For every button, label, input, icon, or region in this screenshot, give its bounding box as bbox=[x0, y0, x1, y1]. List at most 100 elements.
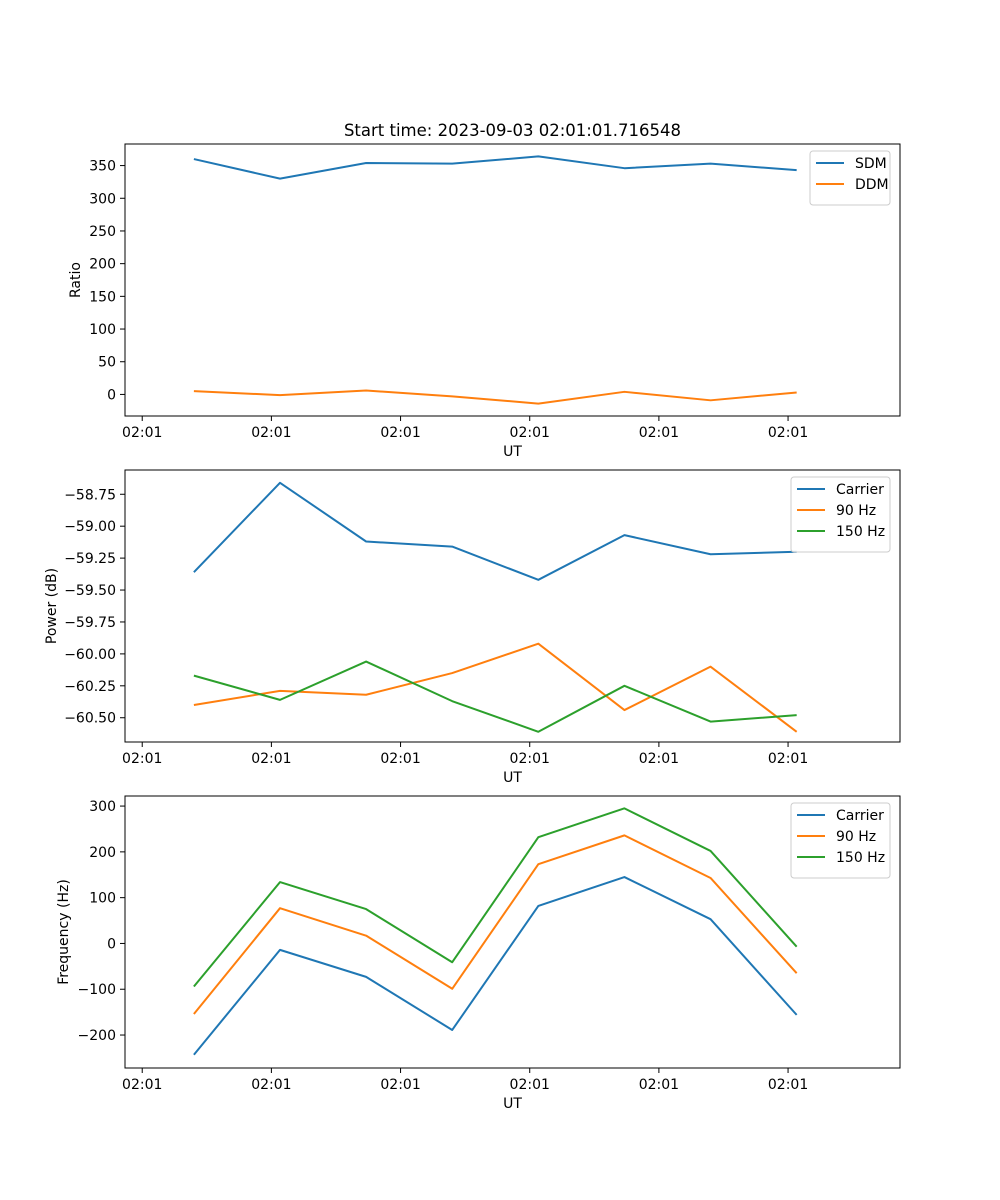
y-tick-label: 300 bbox=[89, 191, 116, 207]
plot-frame bbox=[124, 795, 901, 1069]
data-point bbox=[710, 918, 712, 920]
series-line-ddm bbox=[193, 389, 797, 405]
data-point bbox=[537, 155, 539, 157]
data-point bbox=[279, 394, 281, 396]
data-point bbox=[451, 163, 453, 165]
x-axis-label: UT bbox=[503, 770, 522, 786]
x-tick-label: 02:01 bbox=[639, 1077, 679, 1093]
legend-label: Carrier bbox=[836, 808, 884, 824]
y-tick-label: 100 bbox=[89, 322, 116, 338]
y-tick-label: −60.00 bbox=[64, 647, 116, 663]
legend-box bbox=[790, 476, 891, 553]
y-tick-label: 50 bbox=[98, 355, 116, 371]
y-tick-label: −58.75 bbox=[64, 487, 116, 503]
y-tick-label: 0 bbox=[107, 387, 116, 403]
x-axis-label: UT bbox=[503, 1096, 522, 1112]
data-point bbox=[193, 158, 195, 160]
plot-frame bbox=[124, 469, 901, 743]
data-point bbox=[451, 672, 453, 674]
x-tick-label: 02:01 bbox=[639, 425, 679, 441]
y-tick-label: −59.50 bbox=[64, 583, 116, 599]
legend-label: 90 Hz bbox=[836, 503, 876, 519]
legend-label: DDM bbox=[855, 177, 889, 193]
data-point bbox=[279, 949, 281, 951]
data-point bbox=[623, 391, 625, 393]
data-point bbox=[710, 163, 712, 165]
series-line-90-hz bbox=[193, 834, 798, 1015]
y-tick-label: 150 bbox=[89, 289, 116, 305]
y-tick-label: −59.25 bbox=[64, 551, 116, 567]
data-point bbox=[451, 988, 453, 990]
x-tick-label: 02:01 bbox=[122, 1077, 162, 1093]
data-point bbox=[193, 675, 195, 677]
legend-label: 90 Hz bbox=[836, 829, 876, 845]
y-axis-label: Power (dB) bbox=[44, 568, 60, 644]
series-line-150-hz bbox=[193, 807, 798, 988]
data-point bbox=[365, 908, 367, 910]
data-point bbox=[710, 666, 712, 668]
chart-title: Start time: 2023-09-03 02:01:01.716548 bbox=[344, 121, 681, 140]
data-point bbox=[451, 395, 453, 397]
y-tick-label: 100 bbox=[89, 891, 116, 907]
data-point bbox=[279, 690, 281, 692]
y-tick-label: 200 bbox=[89, 257, 116, 273]
data-point bbox=[365, 976, 367, 978]
legend: SDM DDM bbox=[809, 150, 891, 206]
legend-label: 150 Hz bbox=[836, 850, 885, 866]
data-point bbox=[623, 534, 625, 536]
x-tick-label: 02:01 bbox=[380, 1077, 420, 1093]
legend-box bbox=[809, 150, 891, 206]
data-point bbox=[537, 836, 539, 838]
data-point bbox=[623, 876, 625, 878]
data-point bbox=[365, 541, 367, 543]
data-point bbox=[537, 579, 539, 581]
data-point bbox=[193, 1013, 195, 1015]
x-tick-label: 02:01 bbox=[510, 751, 550, 767]
legend-label: Carrier bbox=[836, 482, 884, 498]
legend: Carrier 90 Hz 150 Hz bbox=[790, 476, 891, 553]
data-point bbox=[710, 399, 712, 401]
y-tick-label: 0 bbox=[107, 936, 116, 952]
x-tick-label: 02:01 bbox=[251, 1077, 291, 1093]
y-tick-label: 200 bbox=[89, 845, 116, 861]
data-point bbox=[796, 946, 798, 948]
y-tick-label: −100 bbox=[78, 982, 116, 998]
data-point bbox=[365, 162, 367, 164]
legend-label: 150 Hz bbox=[836, 524, 885, 540]
data-point bbox=[193, 390, 195, 392]
chart-panel-3: 02:01 02:01 02:01 02:01 02:01 02:01 −200 −100 0 1… bbox=[56, 795, 901, 1112]
data-point bbox=[537, 905, 539, 907]
data-point bbox=[193, 571, 195, 573]
legend-box bbox=[790, 802, 891, 879]
legend-label: SDM bbox=[855, 156, 887, 172]
plot-frame bbox=[124, 143, 901, 417]
data-point bbox=[193, 704, 195, 706]
data-point bbox=[365, 390, 367, 392]
data-point bbox=[796, 391, 798, 393]
x-tick-label: 02:01 bbox=[768, 425, 808, 441]
data-point bbox=[193, 985, 195, 987]
data-point bbox=[710, 877, 712, 879]
data-point bbox=[365, 935, 367, 937]
series-line-carrier bbox=[193, 481, 797, 581]
series-line-carrier bbox=[193, 876, 798, 1056]
data-point bbox=[796, 714, 798, 716]
data-point bbox=[279, 907, 281, 909]
data-point bbox=[451, 700, 453, 702]
x-tick-label: 02:01 bbox=[510, 1077, 550, 1093]
x-axis-label: UT bbox=[503, 444, 522, 460]
x-tick-label: 02:01 bbox=[768, 751, 808, 767]
y-tick-label: −200 bbox=[78, 1028, 116, 1044]
data-point bbox=[537, 731, 539, 733]
x-tick-label: 02:01 bbox=[510, 425, 550, 441]
x-tick-label: 02:01 bbox=[768, 1077, 808, 1093]
data-point bbox=[193, 1054, 195, 1056]
y-axis-label: Ratio bbox=[68, 262, 84, 298]
x-tick-label: 02:01 bbox=[639, 751, 679, 767]
series-line-90-hz bbox=[193, 642, 798, 733]
data-point bbox=[710, 553, 712, 555]
x-tick-label: 02:01 bbox=[251, 425, 291, 441]
data-point bbox=[451, 546, 453, 548]
data-point bbox=[796, 169, 798, 171]
x-tick-label: 02:01 bbox=[122, 425, 162, 441]
